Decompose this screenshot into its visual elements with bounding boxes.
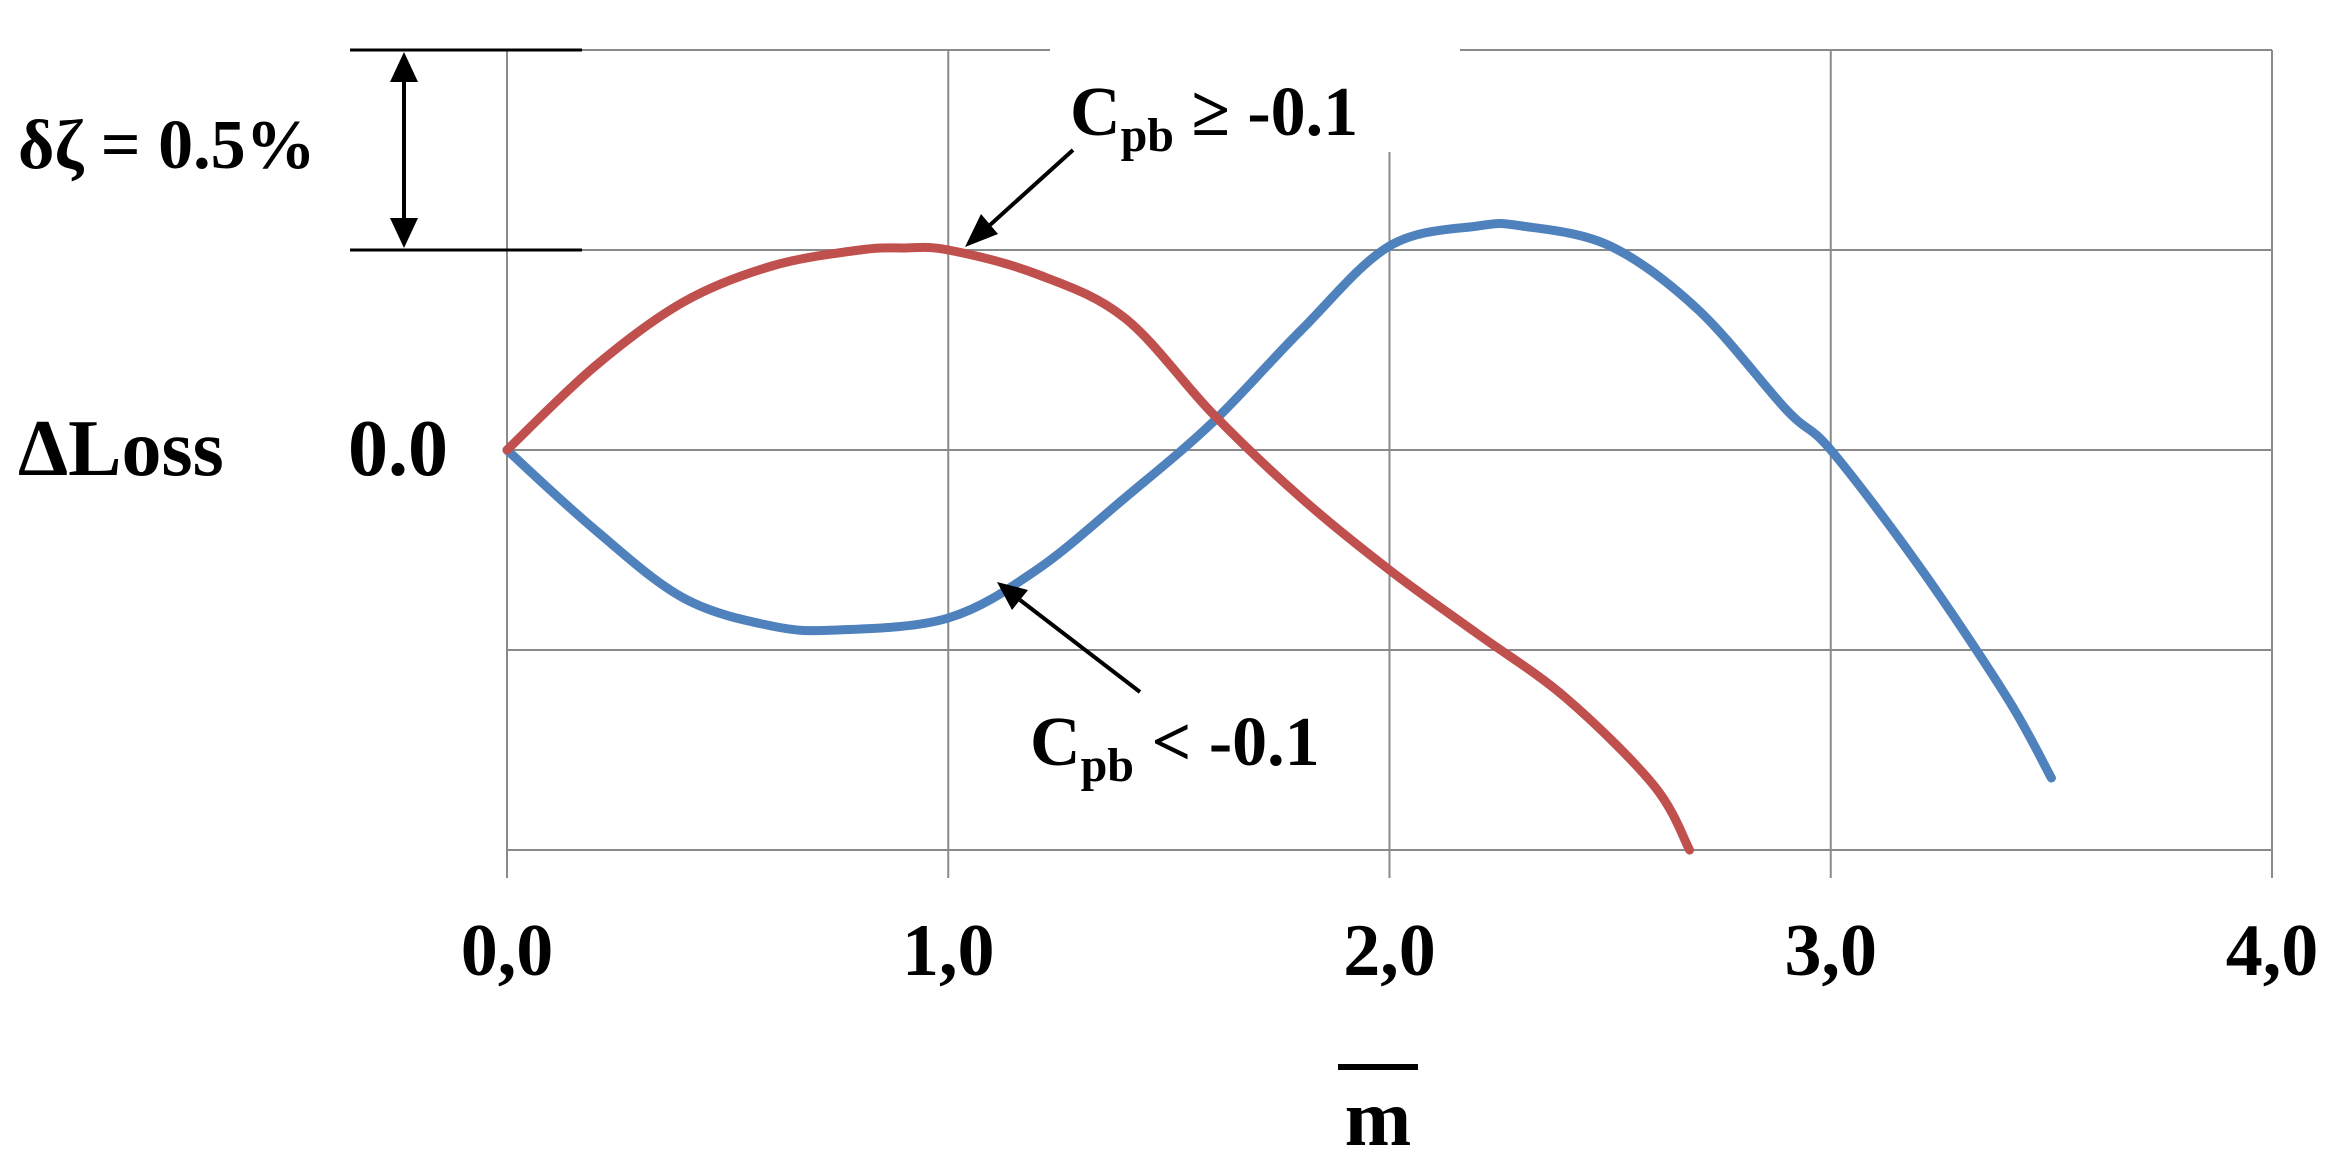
annotation-blue: Cpb < -0.1 [997,582,1320,792]
x-tick-label: 1,0 [902,910,995,992]
annotation-blue-arrow-head [997,582,1028,610]
y-zero-tick-label: 0.0 [348,405,448,493]
annotation-red-arrow-shaft [988,148,1075,227]
scale-arrow-up-head [390,52,418,82]
annotation-blue-arrow-shaft [1018,598,1142,694]
scale-annotation: δζ = 0.5% [18,48,582,252]
series-line-red [502,242,1695,855]
x-axis-label: m [1345,1075,1412,1162]
x-tick-label: 3,0 [1785,910,1878,992]
series-line-blue [502,219,2056,783]
scale-annotation-label: δζ = 0.5% [18,107,316,184]
x-tick-label: 2,0 [1343,910,1436,992]
x-tick-label: 0,0 [461,910,554,992]
x-tick-labels: 0,0 1,0 2,0 3,0 4,0 [461,910,2319,992]
annotation-blue-label: Cpb < -0.1 [1030,704,1320,792]
y-axis-label: ΔLoss [18,405,224,493]
annotation-red: Cpb ≥ -0.1 [965,42,1460,247]
series-layer [502,219,2056,855]
annotation-red-label: Cpb ≥ -0.1 [1070,74,1358,162]
annotation-red-arrow-head [965,214,998,247]
scale-arrow-down-head [390,218,418,248]
annotation-red-bg [1050,42,1460,152]
x-axis-label-group: m [1338,1064,1418,1162]
grid [507,49,2273,850]
x-tick-label: 4,0 [2226,910,2319,992]
